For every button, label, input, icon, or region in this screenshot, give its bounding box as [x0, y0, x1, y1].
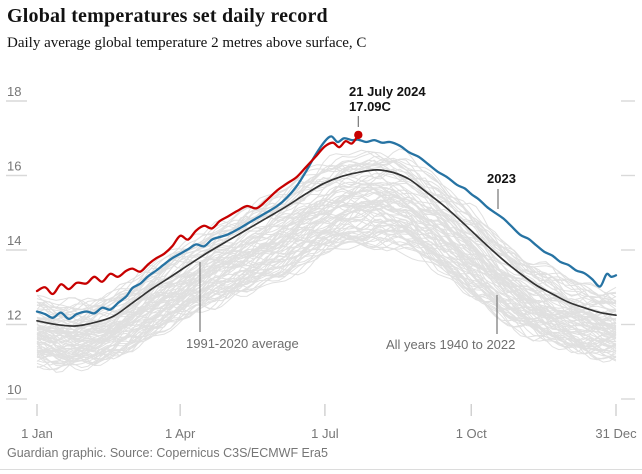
x-tick-label: 1 Jul	[311, 426, 339, 441]
page-subtitle: Daily average global temperature 2 metre…	[7, 35, 367, 51]
source-caption: Guardian graphic. Source: Copernicus C3S…	[7, 446, 328, 460]
background-year-line	[36, 235, 617, 367]
background-year-line	[36, 216, 617, 357]
x-tick-label: 31 Dec	[595, 426, 637, 441]
background-year-line	[36, 180, 617, 335]
background-year-line	[36, 148, 617, 311]
background-year-line	[36, 166, 617, 325]
background-year-line	[36, 235, 617, 366]
y-tick-label: 14	[7, 233, 21, 248]
y-tick-label: 12	[7, 308, 21, 323]
x-tick-label: 1 Jan	[21, 426, 53, 441]
series-line-2024	[35, 133, 360, 296]
series-line-2023	[35, 135, 618, 321]
background-year-line	[36, 219, 617, 356]
bottom-divider	[0, 469, 642, 470]
background-year-line	[36, 203, 617, 337]
y-tick-label: 18	[7, 84, 21, 99]
axes: 10 12 14 16 18 1 Jan 1 Apr 1 Jul 1 Oct 31 Dec	[6, 84, 637, 441]
y-tick-label: 10	[7, 382, 21, 397]
background-years-lines	[36, 148, 617, 373]
background-year-line	[36, 225, 617, 357]
peak-annotation: 21 July 2024 17.09C	[349, 84, 426, 114]
background-year-line	[36, 169, 617, 328]
all-years-label: All years 1940 to 2022	[386, 337, 516, 352]
background-year-line	[36, 196, 617, 347]
peak-annotation-temp: 17.09C	[349, 99, 391, 114]
background-year-line	[36, 181, 617, 329]
series-line-1991-2020-average	[36, 169, 617, 327]
background-year-line	[36, 183, 617, 342]
average-line-label: 1991-2020 average	[186, 336, 299, 351]
record-day-dot	[354, 130, 363, 140]
background-year-line	[36, 189, 617, 338]
background-year-line	[36, 233, 617, 373]
background-year-line	[36, 186, 617, 343]
background-year-line	[36, 219, 617, 355]
x-tick-label: 1 Apr	[165, 426, 196, 441]
background-year-line	[36, 232, 617, 365]
series-label-2023: 2023	[487, 171, 516, 186]
page-title: Global temperatures set daily record	[7, 5, 328, 27]
background-year-line	[36, 205, 617, 354]
background-year-line	[36, 205, 617, 349]
x-tick-label: 1 Oct	[456, 426, 487, 441]
background-year-line	[36, 212, 617, 363]
background-year-line	[36, 241, 617, 371]
peak-annotation-date: 21 July 2024	[349, 84, 426, 99]
background-year-line	[36, 200, 617, 347]
y-tick-label: 16	[7, 159, 21, 174]
